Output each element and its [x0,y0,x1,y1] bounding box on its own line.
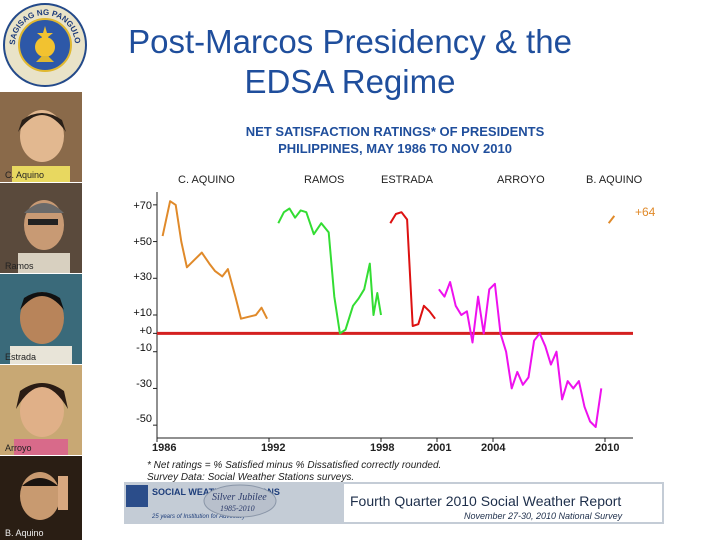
portrait-label: Ramos [5,261,34,271]
y-tick-label: -50 [136,413,152,425]
era-label-estrada: ESTRADA [381,174,433,186]
footnote-line-2: Survey Data: Social Weather Stations sur… [147,472,355,483]
y-tick-label: +50 [133,236,152,248]
era-label-c-aquino: C. AQUINO [178,174,235,186]
x-tick-label: 1998 [370,442,395,454]
footnote-line-1: * Net ratings = % Satisfied minus % Diss… [147,460,442,471]
portrait-c-aquino: C. Aquino [0,92,82,182]
portrait-b-aquino: B. Aquino [0,456,82,546]
series-line-b-aquino [607,215,616,224]
org-tagline: 25 years of Institution for Advocacy [151,514,246,520]
annotation-plus-64: +64 [635,205,656,219]
era-label-arroyo: ARROYO [497,174,545,186]
sws-logo-icon [126,485,148,507]
sws-banner: SOCIAL WEATHER STATIONS 25 years of Inst… [124,482,664,524]
presidential-seal: SAGISAG NG PANGULO NG PILIPINAS [2,2,87,87]
report-subtitle: November 27-30, 2010 National Survey [464,511,623,521]
portrait-label: Estrada [5,352,36,362]
jubilee-years: 1985-2010 [220,504,255,513]
chart-title-block: NET SATISFACTION RATINGS* OF PRESIDENTS … [190,123,600,157]
era-label-b-aquino: B. AQUINO [586,174,643,186]
portrait-label: B. Aquino [5,528,44,538]
slide-title: Post-Marcos Presidency & the EDSA Regime [128,23,572,100]
x-tick-label: 2001 [427,442,452,454]
jubilee-badge [203,484,277,518]
y-tick-label: +30 [133,271,152,283]
series-line-c-aquino [161,200,268,320]
report-title: Fourth Quarter 2010 Social Weather Repor… [350,493,621,509]
y-tick-label: +10 [133,307,152,319]
y-tick-label: +70 [133,200,152,212]
chart-subtitle: PHILIPPINES, MAY 1986 TO NOV 2010 [278,141,512,156]
portrait-estrada: Estrada [0,274,82,364]
series-line-estrada [389,211,436,327]
era-label-ramos: RAMOS [304,174,345,186]
y-tick-label: +0 [139,325,152,337]
x-tick-label: 2010 [595,442,620,454]
portrait-label: Arroyo [5,443,32,453]
x-tick-label: 2004 [481,442,506,454]
jubilee-title: Silver Jubilee [212,492,267,503]
portrait-label: C. Aquino [5,170,44,180]
series-line-arroyo [438,281,603,428]
series-line-ramos [277,207,382,335]
chart-title: NET SATISFACTION RATINGS* OF PRESIDENTS [245,124,545,139]
y-tick-label: -10 [136,342,152,354]
x-tick-label: 1992 [261,442,286,454]
x-tick-label: 1986 [152,442,177,454]
y-tick-label: -30 [136,378,152,390]
portrait-ramos: Ramos [0,183,82,273]
portrait-arroyo: Arroyo [0,365,82,455]
